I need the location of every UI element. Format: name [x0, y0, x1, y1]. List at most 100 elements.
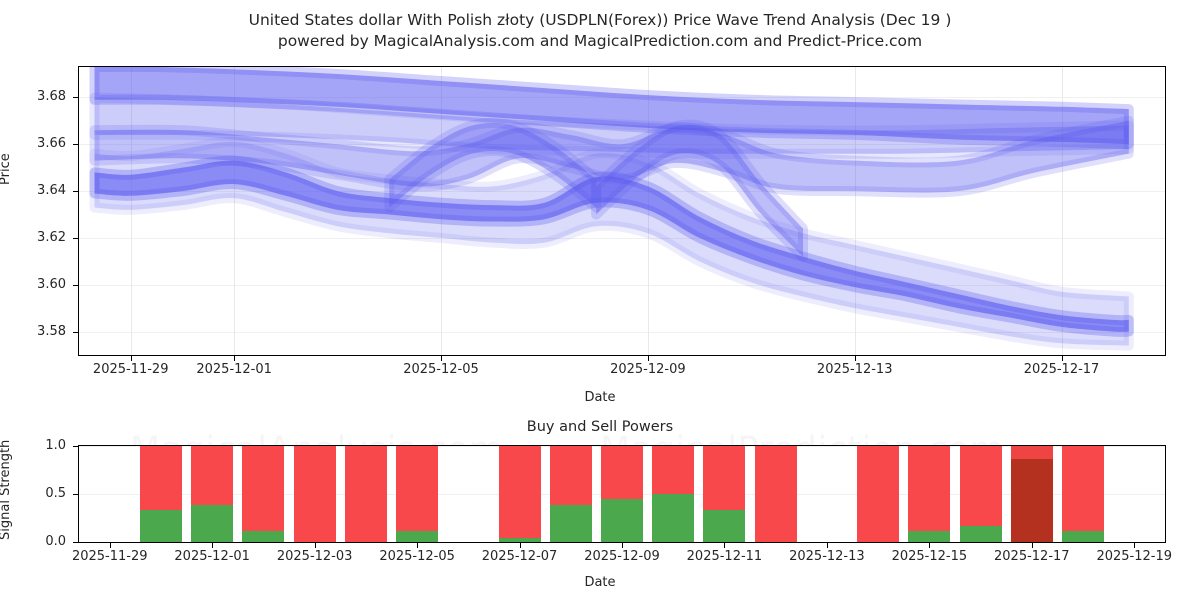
sell-power-segment	[908, 446, 950, 531]
date-tick-mark	[110, 543, 111, 548]
date-tick-mark	[441, 356, 442, 361]
date-tick-mark	[212, 543, 213, 548]
bar-2025-12-15[interactable]	[908, 446, 950, 542]
buy-power-segment	[140, 510, 182, 542]
title-line-1: United States dollar With Polish złoty (…	[0, 10, 1200, 31]
date-tick-label: 2025-11-29	[93, 362, 169, 377]
buy-power-segment	[652, 494, 694, 542]
bar-2025-12-18[interactable]	[1062, 446, 1104, 542]
sell-power-segment	[550, 446, 592, 505]
bar-2025-12-03[interactable]	[294, 446, 336, 542]
buy-power-segment	[703, 510, 745, 542]
bar-2025-12-04[interactable]	[345, 446, 387, 542]
date-tick-label: 2025-12-05	[403, 362, 479, 377]
date-tick-label: 2025-11-29	[72, 549, 148, 564]
price-tick-label: 3.60	[14, 277, 66, 292]
buy-power-segment	[242, 531, 284, 542]
date-tick-mark	[724, 543, 725, 548]
price-axis-label: Price	[0, 153, 13, 185]
date-tick-label: 2025-12-07	[482, 549, 558, 564]
price-tick-label: 3.66	[14, 136, 66, 151]
chart-page: United States dollar With Polish złoty (…	[0, 0, 1200, 600]
date-tick-label: 2025-12-09	[584, 549, 660, 564]
bar-2025-12-12[interactable]	[755, 446, 797, 542]
bar-2025-12-09[interactable]	[601, 446, 643, 542]
bar-2025-11-30[interactable]	[140, 446, 182, 542]
date-tick-label: 2025-12-01	[174, 549, 250, 564]
price-wave-plot	[78, 66, 1166, 356]
date-tick-mark	[827, 543, 828, 548]
buy-power-segment	[1062, 531, 1104, 542]
buy-power-segment	[499, 538, 541, 542]
bar-2025-12-16[interactable]	[960, 446, 1002, 542]
date-tick-label: 2025-12-01	[196, 362, 272, 377]
bar-2025-12-10[interactable]	[652, 446, 694, 542]
price-wave-bands	[79, 67, 1165, 355]
sell-power-segment	[755, 446, 797, 542]
sell-power-segment	[294, 446, 336, 542]
date-tick-mark	[417, 543, 418, 548]
bar-2025-12-07[interactable]	[499, 446, 541, 542]
date-tick-label: 2025-12-17	[1024, 362, 1100, 377]
buy-power-segment	[601, 499, 643, 542]
price-tick-label: 3.68	[14, 89, 66, 104]
buy-power-segment	[550, 505, 592, 542]
bar-2025-12-01[interactable]	[191, 446, 233, 542]
date-tick-mark	[1032, 543, 1033, 548]
buy-sell-plot	[78, 445, 1166, 543]
buy-power-segment	[191, 505, 233, 542]
date-tick-mark	[1134, 543, 1135, 548]
buy-power-segment	[960, 526, 1002, 542]
date-tick-label: 2025-12-15	[892, 549, 968, 564]
date-tick-label: 2025-12-17	[994, 549, 1070, 564]
date-tick-label: 2025-12-19	[1096, 549, 1172, 564]
date-axis-label-top: Date	[0, 390, 1200, 405]
signal-tick-label: 1.0	[14, 438, 66, 453]
sell-power-segment	[396, 446, 438, 531]
date-tick-label: 2025-12-05	[379, 549, 455, 564]
date-axis-label-bottom: Date	[0, 575, 1200, 590]
bar-2025-12-11[interactable]	[703, 446, 745, 542]
buy-power-segment	[908, 531, 950, 542]
sell-power-segment	[601, 446, 643, 499]
bar-2025-12-08[interactable]	[550, 446, 592, 542]
date-tick-mark	[234, 356, 235, 361]
bar-2025-12-02[interactable]	[242, 446, 284, 542]
sell-power-segment	[960, 446, 1002, 526]
bar-2025-12-14[interactable]	[857, 446, 899, 542]
date-tick-label: 2025-12-03	[277, 549, 353, 564]
sell-power-segment	[140, 446, 182, 510]
highlight-cap	[1011, 446, 1053, 459]
date-tick-mark	[855, 356, 856, 361]
price-tick-label: 3.58	[14, 324, 66, 339]
sell-power-segment	[1011, 446, 1053, 542]
bar-2025-12-17[interactable]	[1011, 446, 1053, 542]
date-tick-mark	[131, 356, 132, 361]
price-tick-label: 3.64	[14, 183, 66, 198]
page-title: United States dollar With Polish złoty (…	[0, 10, 1200, 52]
signal-tick-label: 0.0	[14, 534, 66, 549]
date-tick-mark	[929, 543, 930, 548]
date-tick-mark	[622, 543, 623, 548]
sell-power-segment	[652, 446, 694, 494]
date-tick-label: 2025-12-09	[610, 362, 686, 377]
date-tick-label: 2025-12-13	[789, 549, 865, 564]
sell-power-segment	[345, 446, 387, 542]
date-tick-label: 2025-12-11	[687, 549, 763, 564]
bar-2025-12-05[interactable]	[396, 446, 438, 542]
signal-tick-label: 0.5	[14, 486, 66, 501]
sell-power-segment	[703, 446, 745, 510]
sell-power-segment	[242, 446, 284, 531]
price-tick-label: 3.62	[14, 230, 66, 245]
date-tick-mark	[520, 543, 521, 548]
sell-power-segment	[857, 446, 899, 542]
sell-power-segment	[499, 446, 541, 538]
title-line-2: powered by MagicalAnalysis.com and Magic…	[0, 31, 1200, 52]
date-tick-label: 2025-12-13	[817, 362, 893, 377]
date-tick-mark	[1062, 356, 1063, 361]
buy-power-segment	[396, 531, 438, 542]
date-tick-mark	[315, 543, 316, 548]
date-tick-mark	[648, 356, 649, 361]
signal-axis-label: Signal Strength	[0, 440, 13, 540]
sell-power-segment	[1062, 446, 1104, 531]
